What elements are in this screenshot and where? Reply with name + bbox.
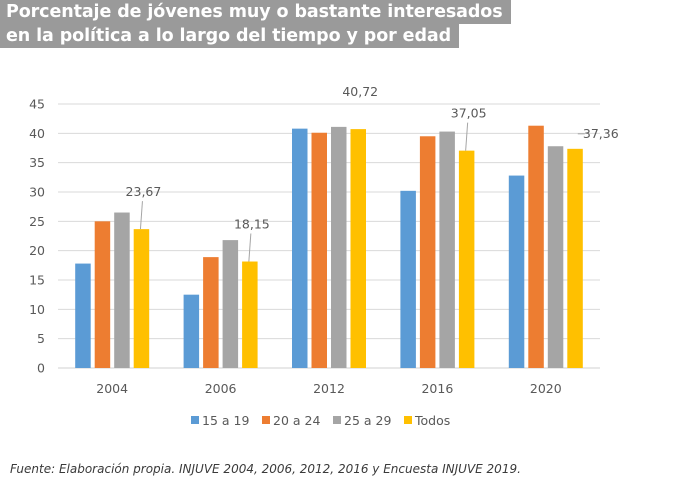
data-label-2012: 40,72: [342, 84, 378, 99]
legend-swatch: [333, 416, 341, 424]
bar-15-a-19-2004: [75, 263, 91, 368]
bar-todos-2016: [458, 150, 475, 368]
leader-line-2004: [139, 201, 143, 230]
x-tick-label: 2016: [421, 381, 453, 396]
data-label-leaders: [139, 122, 585, 262]
legend-swatch: [191, 416, 199, 424]
y-tick-label: 45: [29, 97, 45, 112]
source-note: Fuente: Elaboración propia. INJUVE 2004,…: [10, 462, 521, 476]
bar-20-a-24-2004: [94, 221, 111, 368]
bar-25-a-29-2012: [331, 126, 347, 368]
bar-20-a-24-2012: [311, 132, 327, 368]
legend-label: 25 a 29: [344, 413, 391, 428]
leader-line-2006: [248, 233, 252, 262]
bar-15-a-19-2016: [400, 190, 416, 368]
legend-swatch: [404, 416, 412, 424]
legend-item-25-a-29: 25 a 29: [333, 413, 391, 428]
data-label-2020: 37,36: [583, 126, 619, 141]
bar-25-a-29-2020: [547, 146, 564, 368]
legend-label: 20 a 24: [273, 413, 320, 428]
bar-25-a-29-2006: [222, 240, 239, 368]
bar-15-a-19-2012: [292, 128, 308, 368]
data-label-2004: 23,67: [126, 184, 162, 199]
bar-20-a-24-2020: [528, 125, 544, 368]
bar-20-a-24-2016: [419, 136, 436, 368]
data-label-2016: 37,05: [451, 106, 487, 121]
x-tick-label: 2012: [313, 381, 345, 396]
data-labels: 23,67 18,15 40,72 37,05 37,36: [126, 84, 619, 231]
y-tick-label: 30: [29, 185, 45, 200]
legend-label: 15 a 19: [202, 413, 249, 428]
legend-item-20-a-24: 20 a 24: [262, 413, 320, 428]
bar-15-a-19-2006: [183, 294, 200, 368]
data-label-2006: 18,15: [234, 217, 270, 232]
bars: [75, 125, 583, 368]
leader-line-2016: [465, 122, 469, 151]
x-tick-label: 2004: [96, 381, 128, 396]
y-tick-label: 15: [29, 273, 45, 288]
bar-25-a-29-2016: [439, 131, 455, 368]
legend-swatch: [262, 416, 270, 424]
y-tick-label: 5: [37, 331, 45, 346]
x-tick-label: 2006: [205, 381, 237, 396]
legend-item-todos: Todos: [404, 413, 450, 428]
y-tick-label: 25: [29, 214, 45, 229]
y-tick-label: 10: [29, 302, 45, 317]
legend-item-15-a-19: 15 a 19: [191, 413, 249, 428]
bar-25-a-29-2004: [114, 212, 130, 368]
bar-todos-2004: [133, 229, 150, 368]
chart-title-line-1: Porcentaje de jóvenes muy o bastante int…: [0, 0, 511, 24]
bar-todos-2006: [242, 261, 258, 368]
y-tick-label: 35: [29, 155, 45, 170]
y-tick-label: 40: [29, 126, 45, 141]
x-axis-ticks: 2004 2006 2012 2016 2020: [96, 381, 561, 396]
y-tick-label: 0: [37, 361, 45, 376]
y-axis-ticks: 0 5 10 15 20 25 30 35 40 45: [29, 97, 45, 376]
bar-todos-2020: [567, 148, 583, 368]
y-tick-label: 20: [29, 243, 45, 258]
bar-todos-2012: [350, 129, 366, 368]
bar-15-a-19-2020: [508, 175, 525, 368]
x-tick-label: 2020: [530, 381, 562, 396]
legend-label: Todos: [414, 413, 450, 428]
legend: 15 a 19 20 a 24 25 a 29 Todos: [191, 413, 450, 428]
bar-20-a-24-2006: [203, 257, 219, 368]
chart-title-line-2: en la política a lo largo del tiempo y p…: [0, 24, 460, 48]
